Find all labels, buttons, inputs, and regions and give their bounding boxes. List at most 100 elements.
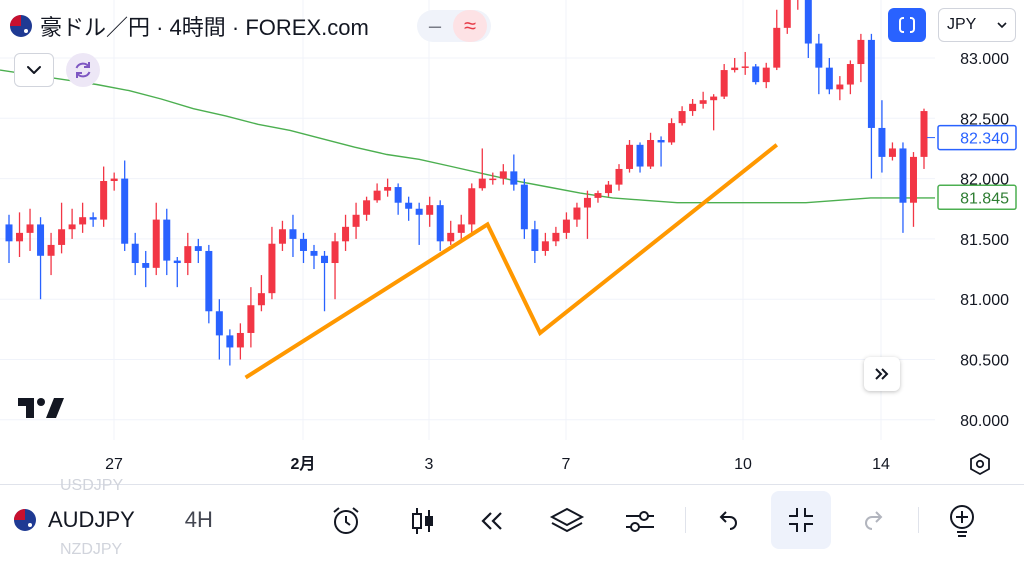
currency-value: JPY: [947, 16, 977, 33]
candle-body: [163, 219, 171, 261]
candle: [331, 232, 339, 300]
redo-icon: [865, 511, 883, 530]
rewind-icon: [481, 512, 502, 530]
candle: [541, 232, 549, 256]
candle-body: [405, 202, 413, 209]
candle: [5, 214, 13, 264]
candle: [552, 226, 560, 247]
undo-button[interactable]: [705, 499, 749, 543]
time-axis[interactable]: 27 2月 3 7 10 14: [105, 455, 890, 473]
interval-button[interactable]: 4H: [184, 507, 213, 532]
candle-body: [899, 148, 907, 203]
price-tick-label: 80.000: [960, 413, 1009, 430]
candle: [247, 287, 255, 348]
chart-type-button[interactable]: [400, 499, 444, 543]
settings-sliders-icon: [626, 511, 654, 532]
add-indicator-button[interactable]: [940, 499, 984, 543]
candle-body: [541, 241, 549, 251]
candle-body: [247, 305, 255, 333]
time-tick-label: 3: [425, 456, 434, 473]
candle-body: [415, 208, 423, 215]
price-tick-label: 82.000: [960, 172, 1009, 189]
candle-body: [468, 188, 476, 225]
candle-body: [920, 111, 928, 157]
symbol-selector[interactable]: AUDJPY 4H: [14, 507, 213, 533]
chart-settings-button[interactable]: [618, 499, 662, 543]
add-indicator-icon: [950, 505, 974, 537]
candle-body: [394, 187, 402, 203]
candle-body: [426, 205, 434, 215]
candle-body: [152, 219, 160, 268]
price-chart[interactable]: 83.000 82.500 82.000 81.500 81.000 80.500 80.0…: [0, 0, 1024, 484]
alarm-clock-icon: [333, 507, 359, 534]
chart-mode-toggle[interactable]: – ≈: [417, 10, 491, 42]
time-tick-label: 14: [872, 456, 890, 473]
candle-body: [836, 84, 844, 90]
candle: [173, 256, 181, 288]
candle-body: [37, 224, 45, 256]
candle: [626, 140, 634, 173]
candle-body: [689, 103, 697, 112]
fullscreen-button[interactable]: [888, 8, 926, 42]
candle-body: [447, 232, 455, 242]
candle-body: [804, 0, 812, 44]
currency-select[interactable]: JPY: [938, 8, 1016, 42]
alert-button[interactable]: [324, 499, 368, 543]
candle-body: [678, 111, 686, 124]
candle-body: [825, 67, 833, 90]
candle: [909, 152, 917, 227]
trendline-drawing[interactable]: [244, 143, 779, 380]
chart-title-bar[interactable]: 豪ドル／円 · 4時間 · FOREX.com: [10, 10, 369, 42]
candle: [783, 0, 791, 34]
candle: [89, 212, 97, 227]
candle-body: [58, 229, 66, 245]
candle: [436, 200, 444, 251]
candle-body: [562, 219, 570, 233]
candle-body: [752, 66, 760, 83]
candle: [562, 212, 570, 239]
symbol-name[interactable]: AUDJPY: [48, 507, 135, 532]
candle: [888, 142, 896, 161]
price-axis[interactable]: 83.000 82.500 82.000 81.500 81.000 80.500 80.0…: [927, 51, 1017, 430]
collapse-legend-button[interactable]: [14, 53, 54, 87]
candle-body: [184, 246, 192, 264]
candle: [37, 217, 45, 300]
chart-title: 豪ドル／円 · 4時間 · FOREX.com: [40, 15, 369, 40]
australia-flag-icon: [14, 509, 36, 531]
chevron-down-icon: [997, 21, 1007, 28]
candle: [278, 220, 286, 251]
replay-button[interactable]: [470, 499, 514, 543]
hexagon-settings-icon[interactable]: [968, 452, 992, 476]
bottom-toolbar: USDJPY NZDJPY AUDJPY 4H: [0, 477, 1024, 577]
candle: [373, 183, 381, 203]
double-chevron-right-icon: [875, 368, 889, 380]
time-tick-label: 10: [734, 456, 752, 473]
candle: [468, 183, 476, 233]
tradingview-logo[interactable]: [18, 396, 66, 420]
refresh-button[interactable]: [66, 53, 100, 87]
mode-wave-option[interactable]: ≈: [453, 10, 487, 42]
scroll-to-realtime-button[interactable]: [864, 357, 900, 391]
candle-body: [604, 184, 612, 194]
candle: [363, 196, 371, 221]
candle: [678, 106, 686, 126]
candle: [447, 220, 455, 245]
candle-body: [110, 178, 118, 182]
time-tick-label: 27: [105, 456, 123, 473]
candle-body: [531, 229, 539, 251]
candle: [846, 60, 854, 95]
exit-fullscreen-button[interactable]: [771, 491, 831, 549]
candle-body: [26, 224, 34, 233]
ma-price-tag: [937, 184, 1017, 211]
candle: [215, 299, 223, 360]
candle: [68, 208, 76, 239]
layers-button[interactable]: [545, 499, 589, 543]
candle: [457, 214, 465, 242]
candle: [857, 33, 865, 83]
candle-body: [636, 144, 644, 167]
redo-button[interactable]: [853, 499, 897, 543]
mode-dash-option[interactable]: –: [428, 13, 442, 38]
price-tick-label: 82.500: [960, 111, 1009, 128]
candle-body: [131, 243, 139, 264]
candle: [699, 91, 707, 109]
